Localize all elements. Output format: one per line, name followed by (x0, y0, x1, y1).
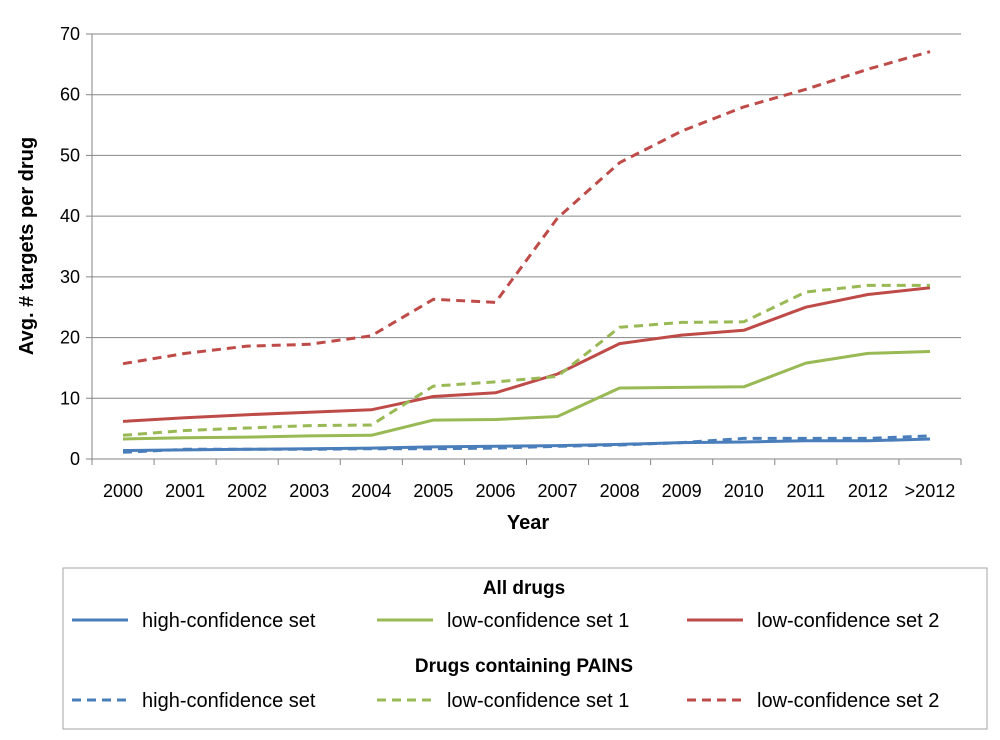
y-tick-label: 30 (60, 267, 80, 287)
series-line-all-drugs-1 (122, 437, 931, 452)
legend-label: low-confidence set 2 (757, 690, 939, 712)
x-tick-label: 2012 (848, 481, 888, 501)
series-line-pains-2 (122, 283, 930, 437)
legend: All drugs Drugs containing PAINS high-co… (62, 567, 988, 730)
x-tick-label: 2007 (538, 481, 578, 501)
y-tick-label: 50 (60, 145, 80, 165)
x-tick-label: 2009 (662, 481, 702, 501)
x-tick-label: 2002 (227, 481, 267, 501)
legend-label: low-confidence set 1 (447, 690, 629, 712)
y-tick-label: 60 (60, 85, 80, 105)
y-tick-label: 20 (60, 328, 80, 348)
x-tick-label: 2001 (165, 481, 205, 501)
y-tick-label: 70 (60, 24, 80, 44)
x-axis-tick-labels: 2000 2001 2002 2003 2004 2005 2006 2007 2008 2009… (103, 481, 955, 501)
y-axis-tick-labels: 0 10 20 30 40 50 60 70 (60, 24, 80, 469)
y-tick-label: 40 (60, 206, 80, 226)
legend-label: low-confidence set 1 (447, 610, 629, 632)
x-tick-label: 2006 (475, 481, 515, 501)
legend-group-title-all-drugs: All drugs (483, 578, 565, 599)
y-tick-label: 0 (70, 449, 80, 469)
legend-label: low-confidence set 2 (757, 610, 939, 632)
x-tick-label: 2008 (600, 481, 640, 501)
series-line-all-drugs-3 (122, 286, 931, 423)
gridlines (92, 33, 961, 399)
x-tick-label: 2011 (786, 481, 825, 501)
y-axis-title: Avg. # targets per drug (16, 137, 38, 355)
series-line-all-drugs-2 (122, 350, 931, 441)
legend-group-title-pains: Drugs containing PAINS (415, 656, 633, 677)
y-tick-label: 10 (60, 388, 80, 408)
x-tick-label: 2010 (724, 481, 764, 501)
legend-label: high-confidence set (142, 610, 316, 632)
x-tick-label: 2005 (413, 481, 453, 501)
x-axis-title: Year (507, 512, 549, 534)
legend-label: high-confidence set (142, 690, 316, 712)
legend-box (62, 567, 988, 730)
series-lines (122, 50, 931, 454)
x-tick-label: 2003 (289, 481, 329, 501)
series-line-pains-3 (122, 50, 931, 366)
legend-items: high-confidence set low-confidence set 1 l… (72, 610, 939, 712)
x-tick-label: 2000 (103, 481, 143, 501)
axes (86, 33, 962, 465)
x-tick-label: >2012 (905, 481, 956, 501)
x-tick-label: 2004 (351, 481, 391, 501)
